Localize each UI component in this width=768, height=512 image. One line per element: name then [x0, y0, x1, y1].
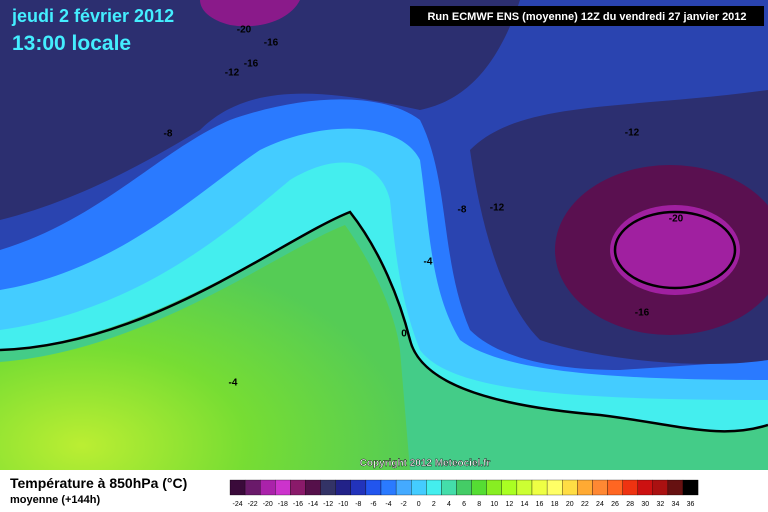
contour-label: -12 — [490, 203, 505, 214]
color-swatch — [652, 479, 669, 496]
color-swatch — [607, 479, 623, 496]
scale-label: 10 — [490, 501, 498, 508]
contour-label: -16 — [244, 59, 259, 70]
contour-label: -4 — [424, 257, 433, 268]
color-swatch — [531, 479, 548, 496]
scale-label: 18 — [551, 501, 559, 508]
color-swatch — [275, 479, 291, 496]
scale-label: -22 — [248, 501, 258, 508]
scale-label: 12 — [505, 501, 513, 508]
legend-subtitle: moyenne (+144h) — [10, 494, 101, 506]
scale-label: 34 — [672, 501, 680, 508]
color-swatch — [350, 479, 367, 496]
scale-label: 26 — [611, 501, 619, 508]
scale-label: -18 — [278, 501, 288, 508]
color-swatch — [411, 479, 427, 496]
color-swatch — [290, 479, 306, 496]
scale-label: 32 — [656, 501, 664, 508]
color-swatch — [486, 479, 502, 496]
color-swatch — [546, 479, 563, 496]
scale-label: -8 — [355, 501, 361, 508]
scale-label: 8 — [477, 501, 481, 508]
contour-label: 0 — [401, 329, 407, 340]
scale-label: 4 — [447, 501, 451, 508]
scale-label: 16 — [536, 501, 544, 508]
run-label: Run ECMWF ENS (moyenne) 12Z du vendredi … — [427, 11, 746, 23]
color-swatch — [260, 479, 276, 496]
date-label: jeudi 2 février 2012 — [11, 6, 174, 26]
scale-label: -10 — [338, 501, 348, 508]
map-background — [0, 0, 768, 471]
contour-label: -16 — [635, 308, 650, 319]
contour-label: -20 — [669, 214, 684, 225]
scale-label: -20 — [263, 501, 273, 508]
scale-label: 2 — [432, 501, 436, 508]
color-swatch — [667, 479, 684, 496]
scale-label: 30 — [641, 501, 649, 508]
contour-label: -12 — [625, 128, 640, 139]
color-swatch — [395, 479, 412, 496]
contour-label: -20 — [237, 25, 252, 36]
contour-label: -8 — [164, 129, 173, 140]
color-swatch — [426, 479, 442, 496]
scale-label: 28 — [626, 501, 634, 508]
color-swatch — [441, 479, 457, 496]
scale-label: -2 — [401, 501, 407, 508]
color-swatch — [562, 479, 578, 496]
scale-label: 24 — [596, 501, 604, 508]
run-box — [410, 6, 764, 26]
copyright: Copyright 2012 Meteociel.fr — [360, 458, 491, 469]
scale-label: 6 — [462, 501, 466, 508]
scale-label: -6 — [370, 501, 376, 508]
scale-label: -16 — [293, 501, 303, 508]
color-swatch — [380, 479, 397, 496]
scale-label: 36 — [687, 501, 695, 508]
contour-label: -16 — [264, 38, 279, 49]
contour-label: -12 — [225, 68, 240, 79]
scale-label: 22 — [581, 501, 589, 508]
contour-labels: -20 -16 -12 -16 -8 -12 -8 -12 -20 -4 0 -16 -4 — [164, 25, 684, 389]
scale-label: -12 — [323, 501, 333, 508]
color-swatch — [244, 479, 261, 496]
color-swatch — [305, 479, 321, 496]
color-swatch — [592, 479, 608, 496]
scale-label: 20 — [566, 501, 574, 508]
color-swatch — [471, 479, 487, 496]
color-swatch — [516, 479, 533, 496]
scale-label: -24 — [232, 501, 242, 508]
scale-label: -14 — [308, 501, 318, 508]
color-swatch — [229, 479, 246, 496]
contour-label: -8 — [458, 205, 467, 216]
color-swatch — [637, 479, 653, 496]
color-swatch — [622, 479, 638, 496]
scale-label: 14 — [521, 501, 529, 508]
color-swatch — [335, 479, 351, 496]
color-swatch — [577, 479, 593, 496]
legend-title: Température à 850hPa (°C) — [10, 475, 187, 491]
color-swatch — [365, 479, 382, 496]
color-swatch — [501, 479, 518, 496]
scale-label: 0 — [417, 501, 421, 508]
scale-label: -4 — [385, 501, 391, 508]
color-swatch — [456, 479, 472, 496]
color-scale: -24 -22 -20 -18 -16 -14 -12 -10 -8 -6 -4 -2 0 2 4 6 8 10 1… — [229, 479, 699, 508]
time-label: 13:00 locale — [12, 32, 131, 55]
contour-label: -4 — [229, 378, 238, 389]
color-swatch — [682, 479, 699, 496]
color-swatch — [320, 479, 336, 496]
